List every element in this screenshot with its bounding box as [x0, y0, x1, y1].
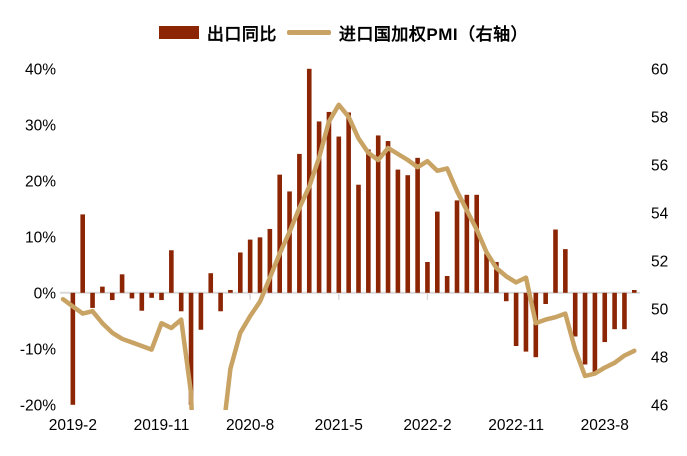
export-bar-2022-6: [464, 194, 470, 293]
export-bar-2022-4: [444, 276, 450, 293]
export-bar-2022-5: [454, 200, 460, 293]
legend-item-pmi: 进口国加权PMI（右轴）: [286, 20, 529, 45]
export-bar-2021-8: [366, 149, 371, 293]
export-bar-2023-5: [572, 292, 578, 337]
chart-legend: 出口同比 进口国加权PMI（右轴）: [0, 20, 687, 45]
export-bar-2021-11: [395, 169, 401, 293]
export-bar-2020-12: [287, 191, 292, 293]
export-bar-2020-8: [247, 239, 253, 293]
left-axis-labels: 40% 30% 20% 10% 0% -10% -20%: [20, 61, 56, 414]
export-bar-2019-3: [80, 214, 85, 293]
x-axis-tick-label: 2019-2: [49, 417, 97, 434]
export-bar-2023-7: [592, 292, 598, 373]
right-axis-tick-label: 58: [651, 109, 668, 126]
export-bar-2023-3: [553, 229, 558, 293]
left-axis-tick-label: 30%: [25, 117, 56, 134]
left-axis-tick-label: 10%: [25, 229, 56, 246]
right-axis-tick-label: 60: [651, 61, 669, 78]
export-bar-2020-11: [277, 174, 282, 293]
left-axis-tick-label: 20%: [25, 173, 56, 190]
right-axis-tick-label: 46: [651, 397, 668, 414]
export-bar-2020-3: [198, 292, 204, 330]
right-axis-tick-label: 56: [651, 157, 668, 174]
x-axis-tick-label: 2020-8: [226, 417, 274, 434]
export-bar-2022-8: [484, 253, 489, 293]
export-bar-2020-2: [188, 292, 194, 405]
export-bar-2022-3: [435, 211, 440, 293]
left-axis-tick-label: -10%: [20, 341, 56, 358]
export-bar-2022-2: [425, 262, 430, 293]
export-bar-2022-7: [474, 194, 479, 293]
export-bar-2023-8: [602, 292, 608, 343]
export-bar-2021-7: [356, 184, 361, 293]
export-bar-2022-9: [494, 262, 499, 293]
x-axis-tick-label: 2022-11: [488, 417, 544, 434]
right-axis-labels: 60 58 56 54 52 50 48 46: [651, 61, 669, 414]
export-bar-2019-10: [149, 292, 154, 298]
export-bar-2022-11: [513, 292, 519, 346]
legend-item-exports: 出口同比: [158, 20, 277, 45]
pmi-series-swatch: [286, 30, 331, 35]
left-axis-tick-label: 0%: [34, 285, 57, 302]
export-bar-2020-10: [267, 228, 273, 293]
export-bar-2022-10: [503, 292, 509, 302]
export-bar-2020-9: [257, 237, 263, 293]
x-axis-tick-label: 2023-8: [581, 417, 629, 434]
export-bar-2019-6: [109, 292, 115, 301]
export-bar-2021-6: [346, 112, 351, 293]
export-bar-2019-4: [90, 292, 95, 308]
right-axis-tick-label: 48: [651, 349, 668, 366]
left-axis-tick-label: 40%: [25, 61, 56, 78]
export-bar-2019-12: [169, 250, 174, 293]
export-bar-2021-5: [336, 136, 342, 293]
export-bar-2019-8: [129, 292, 135, 299]
right-axis-tick-label: 54: [651, 205, 669, 222]
export-bar-2021-9: [375, 135, 381, 293]
export-bar-2020-1: [178, 292, 184, 312]
right-axis-tick-label: 52: [651, 253, 668, 270]
export-bar-2021-3: [316, 121, 322, 293]
x-axis-tick-label: 2019-11: [134, 417, 190, 434]
export-bar-2021-4: [326, 111, 332, 293]
pmi-series-label: 进口国加权PMI（右轴）: [338, 25, 529, 44]
x-axis-tick-label: 2021-5: [315, 417, 363, 434]
export-bar-2022-12: [523, 292, 529, 352]
export-series-label: 出口同比: [206, 25, 277, 44]
export-bars-group: [70, 68, 637, 405]
export-bar-2019-9: [139, 292, 145, 311]
export-bar-2020-5: [218, 292, 223, 312]
x-axis-labels: 2019-2 2019-11 2020-8 2021-5 2022-2 2022-11 20…: [49, 293, 629, 434]
export-bar-2023-10: [622, 292, 627, 330]
export-bar-2023-6: [582, 292, 588, 365]
export-bar-2019-2: [70, 292, 76, 405]
export-bar-2022-1: [415, 157, 420, 293]
export-bar-2020-6: [228, 290, 233, 293]
x-axis-tick-label: 2022-2: [403, 417, 451, 434]
right-axis-tick-label: 50: [651, 301, 669, 318]
export-bar-2021-10: [385, 141, 391, 293]
export-bar-2023-9: [612, 292, 617, 330]
left-axis-tick-label: -20%: [20, 397, 56, 414]
export-bar-2020-4: [208, 273, 214, 293]
export-bar-2019-7: [119, 274, 125, 293]
export-bar-2019-5: [100, 286, 105, 293]
export-bar-2023-4: [563, 249, 568, 293]
pmi-line: [60, 102, 637, 410]
export-series-swatch: [158, 26, 199, 39]
export-bar-2019-11: [159, 292, 164, 301]
export-bar-2020-7: [238, 252, 243, 293]
export-bar-2021-1: [297, 153, 302, 293]
export-bar-2023-11: [632, 290, 637, 293]
export-bar-2021-12: [405, 175, 411, 293]
export-bar-2023-2: [543, 292, 548, 304]
